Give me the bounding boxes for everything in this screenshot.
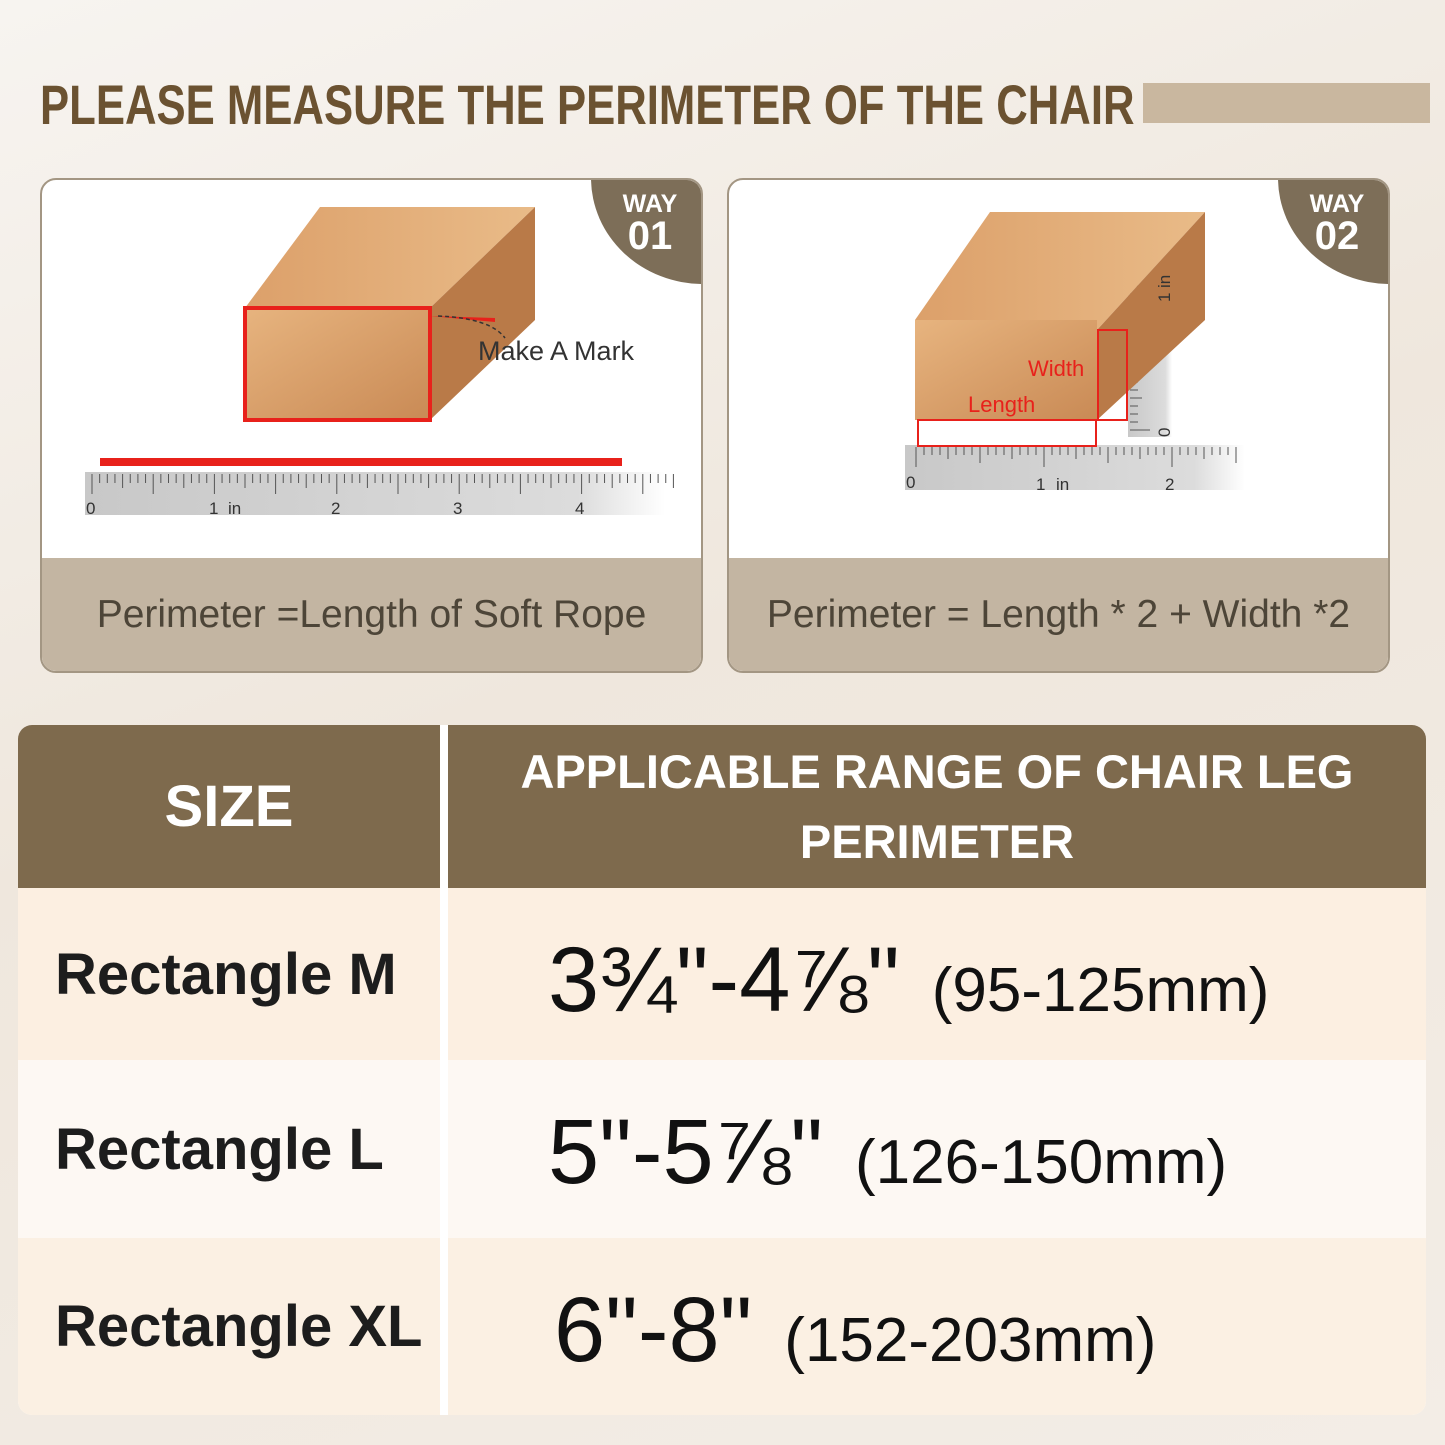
- title: PLEASE MEASURE THE PERIMETER OF THE CHAI…: [40, 73, 1135, 136]
- size-cell: Rectangle XL: [55, 1294, 423, 1359]
- size-cell: Rectangle M: [55, 941, 397, 1007]
- table-row: Rectangle L 5"-5⅞" (126-150mm): [18, 1060, 1426, 1238]
- ruler-label: in: [1056, 475, 1069, 494]
- ruler-label: 3: [453, 499, 462, 518]
- ruler-label: 1: [1155, 293, 1174, 302]
- table-row: Rectangle M 3¾"-4⅞" (95-125mm): [18, 888, 1426, 1060]
- range-cell: 5"-5⅞" (126-150mm): [448, 1060, 1426, 1238]
- ruler-label: 0: [1155, 428, 1174, 437]
- badge-word: WAY: [1309, 190, 1365, 218]
- title-bar: [1143, 83, 1430, 123]
- rope: [100, 458, 622, 466]
- ruler-label: 0: [86, 499, 95, 518]
- block-front: [243, 306, 432, 422]
- annotation: Make A Mark: [478, 336, 635, 366]
- ruler-label: in: [1155, 275, 1174, 288]
- block-front: [915, 320, 1097, 420]
- range-mm: (95-125mm): [931, 956, 1270, 1025]
- size-cell: Rectangle L: [55, 1116, 384, 1182]
- ruler-label: 2: [331, 499, 340, 518]
- range-mm: (126-150mm): [855, 1128, 1228, 1197]
- header-cell: SIZE: [18, 725, 440, 888]
- annotation-length: Length: [968, 392, 1035, 417]
- separator: [440, 888, 448, 1060]
- range-inch: 5"-5⅞": [548, 1101, 824, 1203]
- table-row: Rectangle XL 6"-8" (152-203mm): [18, 1238, 1426, 1415]
- block-top: [915, 212, 1205, 330]
- mark-leader: [437, 315, 506, 339]
- size-table: SIZE APPLICABLE RANGE OF CHAIR LEG PERIM…: [18, 725, 1426, 1415]
- ruler-label: 1: [209, 499, 218, 518]
- separator: [440, 1060, 448, 1238]
- annotation-width: Width: [1028, 356, 1084, 381]
- range-mm: (152-203mm): [784, 1306, 1157, 1375]
- range-cell: 6"-8" (152-203mm): [448, 1238, 1426, 1415]
- block-side: [1097, 212, 1205, 420]
- range-inch: 3¾"-4⅞": [548, 929, 900, 1031]
- badge-number: 02: [1314, 214, 1360, 258]
- illustrations: Make A Mark Width Length 0 1 in 2 3 4 0 …: [85, 207, 1245, 518]
- block-side: [430, 207, 535, 420]
- range-cell: 3¾"-4⅞" (95-125mm): [448, 888, 1426, 1060]
- block-top: [245, 207, 535, 308]
- ruler-label: 0: [906, 473, 915, 492]
- width-outline: [1097, 329, 1128, 421]
- header-cell: APPLICABLE RANGE OF CHAIR LEG PERIMETER: [448, 725, 1426, 888]
- separator: [440, 725, 448, 888]
- badge-word: WAY: [622, 190, 678, 218]
- range-inch: 6"-8": [554, 1279, 753, 1381]
- ruler-label: 1: [1036, 475, 1045, 494]
- caption: Perimeter =Length of Soft Rope: [42, 558, 701, 671]
- ruler-label: 4: [575, 499, 584, 518]
- length-outline: [917, 419, 1097, 447]
- way-panel: WAY 01 Perimeter =Length of Soft Rope: [40, 178, 703, 673]
- caption: Perimeter = Length * 2 + Width *2: [729, 558, 1388, 671]
- separator: [440, 1238, 448, 1415]
- badge-number: 01: [627, 214, 673, 258]
- ruler-label: 2: [1165, 475, 1174, 494]
- ruler-label: in: [228, 499, 241, 518]
